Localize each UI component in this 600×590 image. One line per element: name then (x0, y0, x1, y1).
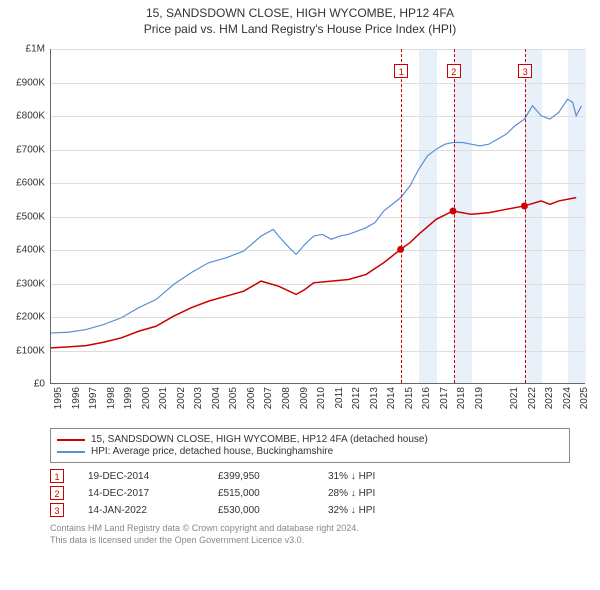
legend-label: HPI: Average price, detached house, Buck… (91, 446, 333, 457)
x-axis-label: 2008 (281, 387, 292, 409)
x-axis-label: 1998 (106, 387, 117, 409)
y-axis-label: £500K (5, 211, 45, 222)
y-axis-label: £700K (5, 144, 45, 155)
x-axis-label: 2016 (421, 387, 432, 409)
plot-region: 1 2 3 (50, 49, 585, 384)
x-axis-label: 2022 (527, 387, 538, 409)
chart-marker-badge: 3 (518, 64, 532, 78)
legend: 15, SANDSDOWN CLOSE, HIGH WYCOMBE, HP12 … (50, 428, 570, 463)
legend-swatch (57, 439, 85, 441)
marker-vline (525, 49, 526, 383)
marker-vline (454, 49, 455, 383)
y-axis-label: £400K (5, 245, 45, 256)
legend-item: 15, SANDSDOWN CLOSE, HIGH WYCOMBE, HP12 … (57, 434, 563, 445)
transaction-badge: 3 (50, 503, 64, 517)
y-axis-label: £900K (5, 77, 45, 88)
series-hpi (51, 99, 582, 333)
chart-container: 15, SANDSDOWN CLOSE, HIGH WYCOMBE, HP12 … (0, 0, 600, 546)
x-axis-label: 2007 (263, 387, 274, 409)
x-axis-label: 2002 (176, 387, 187, 409)
x-axis-label: 1999 (123, 387, 134, 409)
x-axis-label: 1995 (53, 387, 64, 409)
transaction-hpi-diff: 32% ↓ HPI (328, 505, 438, 516)
x-axis-label: 2024 (562, 387, 573, 409)
y-axis-label: £0 (5, 379, 45, 390)
x-axis-label: 2015 (404, 387, 415, 409)
legend-swatch (57, 451, 85, 453)
chart-area: 1 2 3 £0 £100K £200K £300K £400K £500K £600K £700… (0, 44, 600, 424)
y-axis-label: £300K (5, 278, 45, 289)
x-axis-label: 2017 (439, 387, 450, 409)
y-axis-label: £200K (5, 312, 45, 323)
transaction-date: 19-DEC-2014 (88, 471, 218, 482)
x-axis-label: 2013 (369, 387, 380, 409)
transaction-hpi-diff: 28% ↓ HPI (328, 488, 438, 499)
transaction-hpi-diff: 31% ↓ HPI (328, 471, 438, 482)
x-axis-label: 2010 (316, 387, 327, 409)
transaction-row: 1 19-DEC-2014£399,95031% ↓ HPI (50, 469, 570, 483)
title-subtitle: Price paid vs. HM Land Registry's House … (0, 22, 600, 36)
y-axis-label: £800K (5, 111, 45, 122)
transaction-price: £530,000 (218, 505, 328, 516)
legend-item: HPI: Average price, detached house, Buck… (57, 446, 563, 457)
x-axis-label: 2006 (246, 387, 257, 409)
transaction-date: 14-DEC-2017 (88, 488, 218, 499)
transaction-date: 14-JAN-2022 (88, 505, 218, 516)
x-axis-label: 2023 (544, 387, 555, 409)
x-axis-label: 1997 (88, 387, 99, 409)
transaction-row: 2 14-DEC-2017£515,00028% ↓ HPI (50, 486, 570, 500)
transaction-badge: 2 (50, 486, 64, 500)
x-axis-label: 2004 (211, 387, 222, 409)
series-property (51, 198, 576, 348)
x-axis-label: 2001 (158, 387, 169, 409)
x-axis-label: 2011 (334, 387, 345, 409)
x-axis-label: 2000 (141, 387, 152, 409)
y-axis-label: £600K (5, 178, 45, 189)
marker-vline (401, 49, 402, 383)
chart-header: 15, SANDSDOWN CLOSE, HIGH WYCOMBE, HP12 … (0, 0, 600, 44)
y-axis-label: £1M (5, 44, 45, 55)
transaction-row: 3 14-JAN-2022£530,00032% ↓ HPI (50, 503, 570, 517)
transaction-price: £399,950 (218, 471, 328, 482)
title-address: 15, SANDSDOWN CLOSE, HIGH WYCOMBE, HP12 … (0, 6, 600, 20)
x-axis-label: 2025 (579, 387, 590, 409)
x-axis-label: 2021 (509, 387, 520, 409)
x-axis-label: 2003 (193, 387, 204, 409)
chart-svg (51, 49, 585, 383)
x-axis-label: 2009 (299, 387, 310, 409)
x-axis-label: 1996 (71, 387, 82, 409)
chart-marker-badge: 2 (447, 64, 461, 78)
x-axis-label: 2012 (351, 387, 362, 409)
x-axis-label: 2019 (474, 387, 485, 409)
footer-line1: Contains HM Land Registry data © Crown c… (50, 523, 570, 535)
transaction-price: £515,000 (218, 488, 328, 499)
legend-label: 15, SANDSDOWN CLOSE, HIGH WYCOMBE, HP12 … (91, 434, 428, 445)
transactions-table: 1 19-DEC-2014£399,95031% ↓ HPI 2 14-DEC-201… (50, 469, 570, 517)
footer-attribution: Contains HM Land Registry data © Crown c… (50, 523, 570, 546)
footer-line2: This data is licensed under the Open Gov… (50, 535, 570, 547)
x-axis-label: 2014 (386, 387, 397, 409)
x-axis-label: 2018 (456, 387, 467, 409)
chart-marker-badge: 1 (394, 64, 408, 78)
transaction-badge: 1 (50, 469, 64, 483)
y-axis-label: £100K (5, 345, 45, 356)
x-axis-label: 2005 (228, 387, 239, 409)
